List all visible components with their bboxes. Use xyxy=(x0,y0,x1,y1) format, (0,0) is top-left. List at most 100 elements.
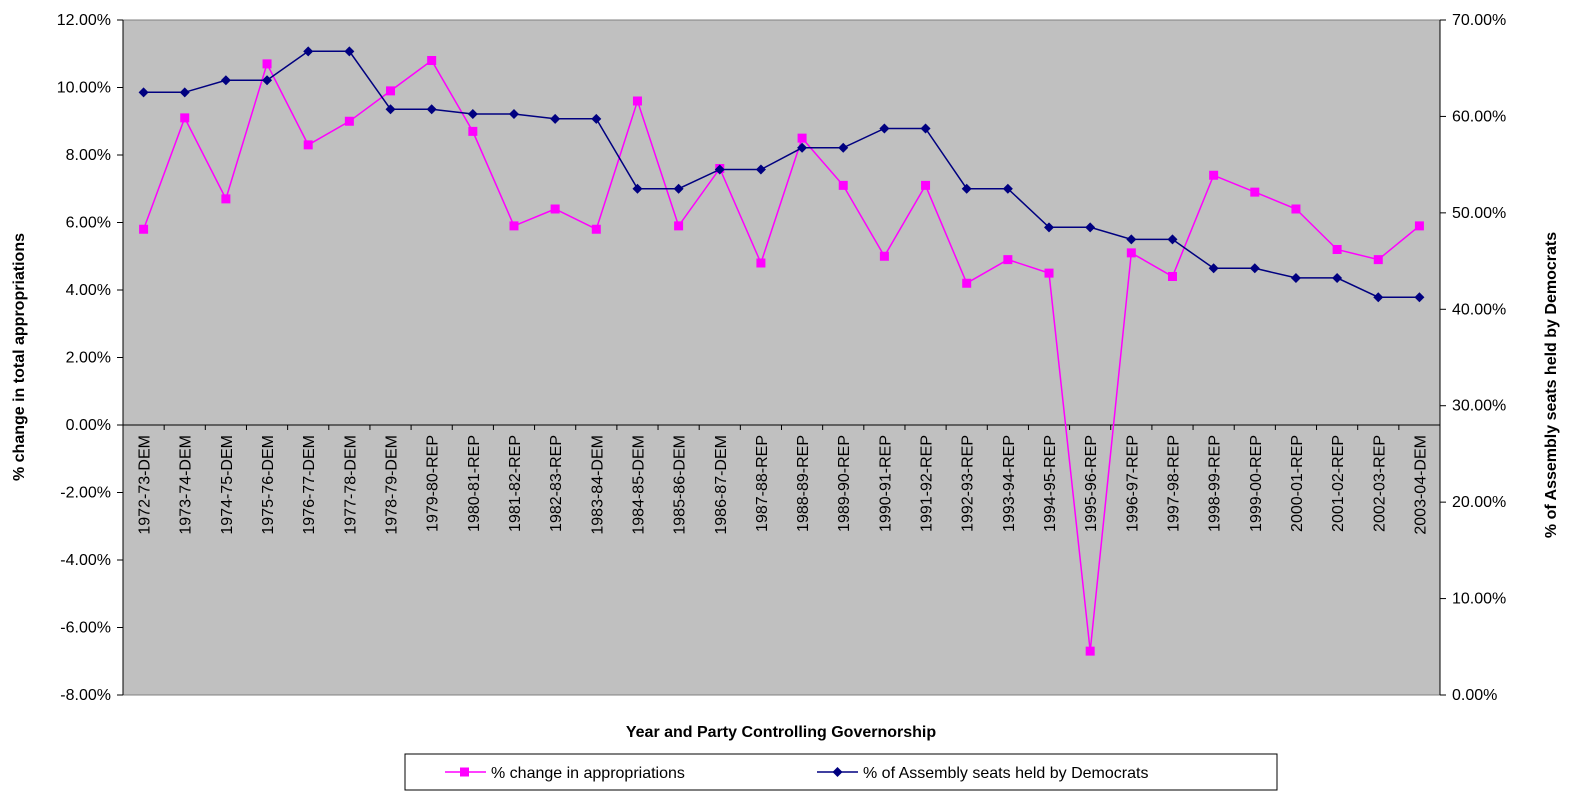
data-point-diamond xyxy=(879,123,890,134)
x-category-label: 1993-94-REP xyxy=(1001,435,1018,532)
data-point-square xyxy=(1126,248,1136,258)
x-category-label: 2002-03-REP xyxy=(1371,435,1388,532)
data-point-diamond xyxy=(591,113,602,124)
x-category-label: 1983-84-DEM xyxy=(589,435,606,535)
x-category-label: 2000-01-REP xyxy=(1289,435,1306,532)
data-point-square xyxy=(838,180,848,190)
data-point-square xyxy=(879,251,889,261)
data-point-diamond xyxy=(344,46,355,57)
right-tick-label: 30.00% xyxy=(1452,398,1506,415)
left-tick-label: 2.00% xyxy=(66,350,111,367)
x-category-label: 2003-04-DEM xyxy=(1412,435,1429,535)
data-point-diamond xyxy=(220,75,231,86)
x-category-label: 1996-97-REP xyxy=(1124,435,1141,532)
data-point-square xyxy=(1414,221,1424,231)
x-category-label: 1999-00-REP xyxy=(1248,435,1265,532)
x-category-label: 1972-73-DEM xyxy=(137,435,154,535)
data-point-square xyxy=(632,96,642,106)
x-category-label: 1980-81-REP xyxy=(466,435,483,532)
data-point-square xyxy=(262,59,272,69)
plot-area xyxy=(122,19,1441,696)
data-point-diamond xyxy=(1044,222,1055,233)
right-tick-label: 0.00% xyxy=(1452,687,1497,704)
data-point-square xyxy=(1003,255,1013,265)
data-point-square xyxy=(674,221,684,231)
data-point-diamond xyxy=(632,183,643,194)
data-point-diamond xyxy=(1167,234,1178,245)
data-point-diamond xyxy=(714,164,725,175)
x-category-label: 1988-89-REP xyxy=(795,435,812,532)
data-point-diamond xyxy=(673,183,684,194)
data-point-square xyxy=(921,180,931,190)
data-point-square xyxy=(756,258,766,268)
data-point-diamond xyxy=(179,87,190,98)
data-point-diamond xyxy=(303,46,314,57)
series-assembly-seats xyxy=(138,46,1425,303)
data-point-square xyxy=(1332,245,1342,254)
x-category-label: 1981-82-REP xyxy=(507,435,524,532)
data-point-square xyxy=(221,194,231,204)
data-point-diamond xyxy=(1002,183,1013,194)
right-y-axis: 70.00% 60.00% 50.00% 40.00% 30.00% 20.00% 10.0… xyxy=(1439,12,1506,704)
left-tick-label: 8.00% xyxy=(66,147,111,164)
data-point-diamond xyxy=(1332,272,1343,283)
data-point-square xyxy=(1044,268,1054,278)
data-point-square xyxy=(139,224,149,234)
data-point-diamond xyxy=(1414,292,1425,303)
left-tick-label: -2.00% xyxy=(60,485,111,502)
series-appropriations xyxy=(139,56,1424,656)
data-point-square xyxy=(962,278,972,288)
data-point-diamond xyxy=(508,109,519,120)
x-category-label: 1989-90-REP xyxy=(836,435,853,532)
x-category-label: 1979-80-REP xyxy=(425,435,442,532)
x-category-label: 1995-96-REP xyxy=(1083,435,1100,532)
legend-marker-square-icon xyxy=(460,767,469,777)
legend-label-appropriations: % change in appropriations xyxy=(491,765,685,782)
data-point-diamond xyxy=(426,104,437,115)
right-tick-label: 40.00% xyxy=(1452,301,1506,318)
data-point-diamond xyxy=(1208,263,1219,274)
series-line xyxy=(143,50,1420,298)
x-category-label: 1975-76-DEM xyxy=(260,435,277,535)
left-tick-label: 10.00% xyxy=(57,80,111,97)
data-point-square xyxy=(1373,255,1383,265)
data-point-diamond xyxy=(1085,222,1096,233)
x-category-label: 1994-95-REP xyxy=(1042,435,1059,532)
data-point-square xyxy=(1291,204,1301,214)
left-tick-label: -6.00% xyxy=(60,620,111,637)
right-tick-label: 10.00% xyxy=(1452,591,1506,608)
left-tick-label: -4.00% xyxy=(60,552,111,569)
x-category-label: 1982-83-REP xyxy=(548,435,565,532)
x-axis-title: Year and Party Controlling Governorship xyxy=(626,724,937,741)
left-tick-label: 4.00% xyxy=(66,282,111,299)
data-point-square xyxy=(591,224,601,234)
x-category-label: 1991-92-REP xyxy=(919,435,936,532)
left-tick-label: 0.00% xyxy=(66,417,111,434)
data-point-diamond xyxy=(138,87,149,98)
x-category-label: 1998-99-REP xyxy=(1207,435,1224,532)
x-category-label: 1973-74-DEM xyxy=(178,435,195,535)
legend-item-assembly-seats: % of Assembly seats held by Democrats xyxy=(817,765,1148,782)
data-point-diamond xyxy=(920,123,931,134)
x-axis: 1972-73-DEM 1973-74-DEM 1974-75-DEM 1975-76… xyxy=(122,424,1441,535)
data-point-square xyxy=(1167,272,1177,281)
data-point-diamond xyxy=(1126,234,1137,245)
data-point-diamond xyxy=(467,109,478,120)
x-category-label: 1977-78-DEM xyxy=(342,435,359,535)
data-point-diamond xyxy=(1249,263,1260,274)
left-y-axis: 12.00% 10.00% 8.00% 6.00% 4.00% 2.00% 0.00% -2.… xyxy=(57,12,124,704)
legend-marker-diamond-icon xyxy=(832,767,843,777)
data-point-square xyxy=(468,126,478,136)
data-point-diamond xyxy=(797,142,808,153)
x-category-label: 1984-85-DEM xyxy=(630,435,647,535)
right-tick-label: 60.00% xyxy=(1452,108,1506,125)
data-point-square xyxy=(1085,646,1095,656)
left-tick-label: 12.00% xyxy=(57,12,111,29)
x-category-label: 1997-98-REP xyxy=(1165,435,1182,532)
x-category-label: 1976-77-DEM xyxy=(301,435,318,535)
legend-label-assembly-seats: % of Assembly seats held by Democrats xyxy=(863,765,1148,782)
x-category-label: 1986-87-DEM xyxy=(713,435,730,535)
x-category-label: 1992-93-REP xyxy=(960,435,977,532)
data-point-diamond xyxy=(385,104,396,115)
